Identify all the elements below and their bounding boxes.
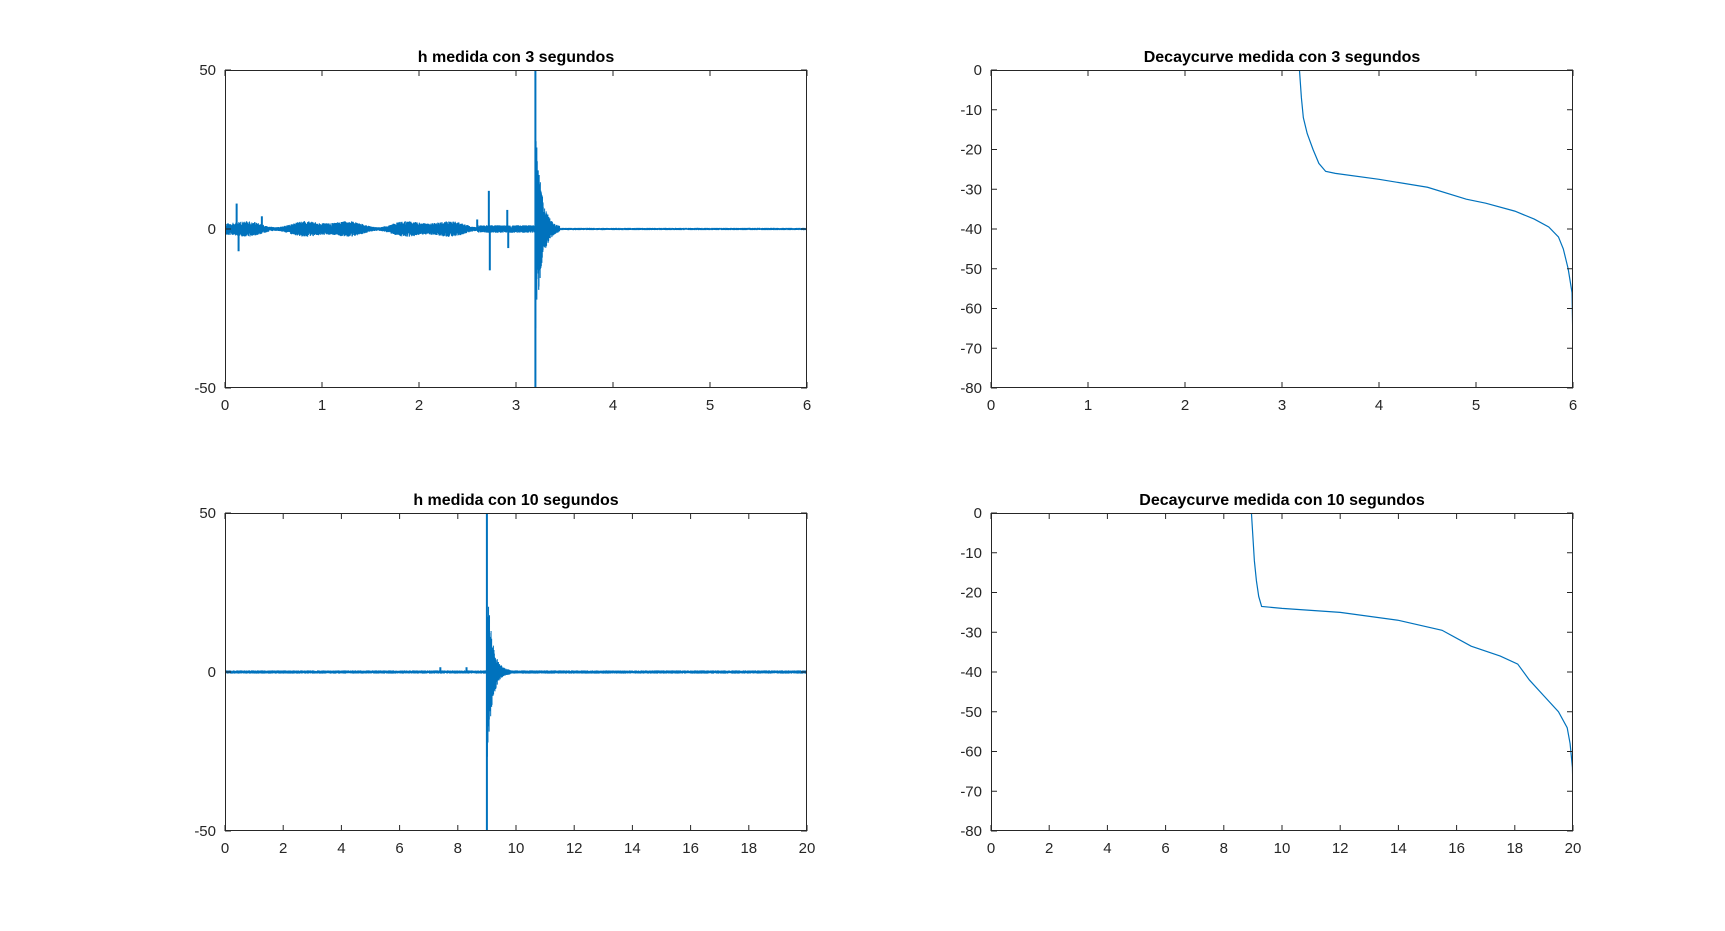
y-tick-label: -80 [960, 823, 982, 840]
x-tick-label: 16 [1448, 840, 1465, 857]
y-tick-label: -30 [960, 181, 982, 198]
series-line [225, 606, 807, 757]
y-tick-label: -80 [960, 380, 982, 397]
x-tick-label: 8 [454, 840, 462, 857]
x-tick-label: 1 [318, 397, 326, 414]
y-tick-label: -50 [194, 380, 216, 397]
subplot-title: h medida con 3 segundos [418, 49, 615, 66]
y-tick-label: -70 [960, 783, 982, 800]
y-tick-label: -10 [960, 545, 982, 562]
x-tick-label: 16 [682, 840, 699, 857]
axes-frame [991, 513, 1573, 831]
y-tick-label: -20 [960, 585, 982, 602]
x-tick-label: 3 [1278, 397, 1286, 414]
x-tick-label: 4 [337, 840, 345, 857]
x-tick-label: 2 [1181, 397, 1189, 414]
subplot-title: Decaycurve medida con 10 segundos [1139, 492, 1425, 509]
x-tick-label: 6 [803, 397, 811, 414]
y-tick-label: -50 [960, 704, 982, 721]
y-tick-label: -10 [960, 102, 982, 119]
x-tick-label: 1 [1084, 397, 1092, 414]
subplot-h10: 0 2 4 6 8 10 12 14 16 18 20 -50 0 50 h medida con 10 s… [194, 492, 815, 857]
y-tick-label: 50 [199, 505, 216, 522]
y-tick-label: 0 [974, 505, 982, 522]
x-tick-label: 20 [799, 840, 816, 857]
x-tick-label: 4 [1375, 397, 1383, 414]
plot-area [991, 513, 1573, 831]
series-line [225, 141, 807, 329]
x-tick-label: 14 [1390, 840, 1407, 857]
y-tick-label: 0 [208, 664, 216, 681]
axes-frame [991, 70, 1573, 388]
x-tick-label: 2 [279, 840, 287, 857]
y-tick-label: -30 [960, 624, 982, 641]
x-tick-label: 0 [221, 397, 229, 414]
x-tick-label: 0 [221, 840, 229, 857]
y-tick-label: -20 [960, 142, 982, 159]
y-tick-label: -60 [960, 301, 982, 318]
series-line [991, 513, 1573, 831]
x-tick-label: 10 [1274, 840, 1291, 857]
x-tick-label: 12 [566, 840, 583, 857]
plot-area [225, 513, 807, 831]
x-tick-label: 5 [706, 397, 714, 414]
y-tick-label: -40 [960, 221, 982, 238]
plot-area [225, 70, 807, 388]
subplot-dc3: 0 1 2 3 4 5 6 -80 -70 -60 -50 -40 -30 -20 -10 0 Decaycur… [960, 49, 1577, 414]
series-line [991, 70, 1573, 388]
y-tick-label: -60 [960, 744, 982, 761]
x-tick-label: 0 [987, 840, 995, 857]
y-tick-label: -50 [194, 823, 216, 840]
x-tick-label: 6 [395, 840, 403, 857]
plot-area [991, 70, 1573, 388]
y-tick-label: 0 [974, 62, 982, 79]
x-tick-label: 6 [1161, 840, 1169, 857]
x-tick-label: 5 [1472, 397, 1480, 414]
x-tick-label: 4 [1103, 840, 1111, 857]
x-tick-label: 10 [508, 840, 525, 857]
subplot-h3: 0 1 2 3 4 5 6 -50 0 50 h medida con 3 segundos [194, 49, 811, 414]
x-tick-label: 14 [624, 840, 641, 857]
x-tick-label: 20 [1565, 840, 1582, 857]
x-tick-label: 2 [1045, 840, 1053, 857]
x-tick-label: 6 [1569, 397, 1577, 414]
y-tick-label: -70 [960, 340, 982, 357]
y-tick-label: 50 [199, 62, 216, 79]
x-tick-label: 3 [512, 397, 520, 414]
x-tick-label: 18 [740, 840, 757, 857]
y-tick-label: 0 [208, 221, 216, 238]
x-tick-label: 8 [1220, 840, 1228, 857]
x-tick-label: 0 [987, 397, 995, 414]
subplot-dc10: 0 2 4 6 8 10 12 14 16 18 20 -80 -70 -60 -50 -40 -30 -20 -1… [960, 492, 1581, 857]
x-tick-label: 2 [415, 397, 423, 414]
subplot-title: h medida con 10 segundos [413, 492, 618, 509]
y-tick-label: -50 [960, 261, 982, 278]
subplot-title: Decaycurve medida con 3 segundos [1144, 49, 1421, 66]
x-tick-label: 18 [1506, 840, 1523, 857]
x-tick-label: 4 [609, 397, 617, 414]
x-tick-label: 12 [1332, 840, 1349, 857]
y-tick-label: -40 [960, 664, 982, 681]
